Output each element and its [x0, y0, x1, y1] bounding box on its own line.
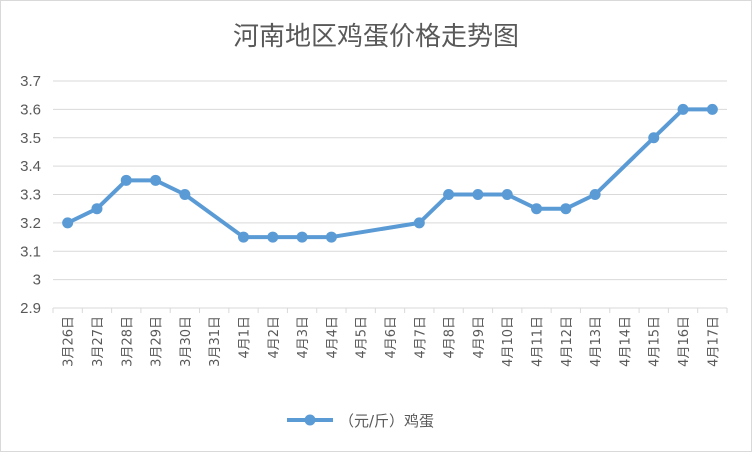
x-tick-label: 3月28日 — [120, 316, 135, 367]
y-tick-label: 3.4 — [20, 158, 41, 175]
data-point — [237, 231, 249, 243]
data-point — [648, 132, 660, 144]
data-point — [589, 189, 601, 200]
x-tick-label: 4月7日 — [413, 316, 428, 359]
x-tick-label: 4月1日 — [237, 316, 252, 359]
x-tick-label: 4月10日 — [501, 316, 516, 367]
y-tick-label: 3.3 — [20, 187, 41, 204]
gridlines — [53, 80, 727, 309]
chart-title: 河南地区鸡蛋价格走势图 — [233, 22, 519, 52]
x-tick-label: 4月2日 — [267, 316, 282, 359]
x-axis-ticks: 3月26日 3月27日 3月28日 3月29日 3月30日 3月31日 4月1日 4月2日 4月… — [52, 308, 728, 367]
x-tick-label: 4月6日 — [384, 316, 399, 359]
y-tick-label: 3.7 — [20, 73, 41, 90]
data-point — [706, 103, 718, 115]
legend-label: （元/斤）鸡蛋 — [339, 412, 434, 430]
x-tick-label: 4月8日 — [443, 316, 458, 359]
x-tick-label: 3月29日 — [150, 316, 165, 367]
y-tick-label: 3.2 — [20, 215, 41, 232]
data-point — [296, 231, 308, 243]
x-tick-label: 4月13日 — [589, 316, 604, 367]
x-tick-label: 4月15日 — [648, 316, 663, 367]
x-tick-label: 3月30日 — [179, 316, 194, 367]
y-tick-label: 3.6 — [20, 101, 41, 118]
data-point — [179, 189, 191, 200]
series-layer — [62, 103, 718, 243]
data-point — [120, 174, 132, 186]
x-tick-label: 4月12日 — [560, 316, 575, 367]
data-point — [531, 203, 543, 215]
x-tick-label: 4月5日 — [355, 316, 370, 359]
x-tick-label: 4月3日 — [296, 316, 311, 359]
x-tick-label: 4月9日 — [472, 316, 487, 359]
data-point — [91, 203, 103, 215]
legend: （元/斤）鸡蛋 — [287, 412, 434, 430]
x-tick-label: 4月14日 — [618, 316, 633, 367]
data-point — [267, 231, 279, 243]
y-axis-ticks: 3.7 3.6 3.5 3.4 3.3 3.2 3.1 3 2.9 — [20, 73, 41, 317]
x-tick-label: 4月11日 — [531, 316, 546, 367]
legend-marker — [304, 414, 316, 426]
y-tick-label: 2.9 — [20, 300, 41, 317]
x-tick-label: 3月27日 — [91, 316, 106, 367]
y-tick-label: 3.5 — [20, 130, 41, 147]
x-tick-label: 3月31日 — [208, 316, 223, 367]
data-point — [501, 189, 513, 200]
y-tick-label: 3 — [33, 272, 41, 289]
x-tick-label: 4月17日 — [706, 316, 721, 367]
data-point — [677, 103, 689, 115]
x-tick-label: 4月16日 — [677, 316, 692, 367]
x-tick-label: 3月26日 — [62, 316, 77, 367]
data-point — [62, 217, 74, 229]
data-point — [443, 189, 455, 200]
data-point — [560, 203, 572, 215]
data-point — [472, 189, 484, 200]
y-tick-label: 3.1 — [20, 243, 41, 260]
data-point — [150, 174, 162, 186]
x-tick-label: 4月4日 — [325, 316, 340, 359]
series-line — [65, 107, 715, 240]
data-point — [325, 231, 337, 243]
data-point — [413, 217, 425, 229]
